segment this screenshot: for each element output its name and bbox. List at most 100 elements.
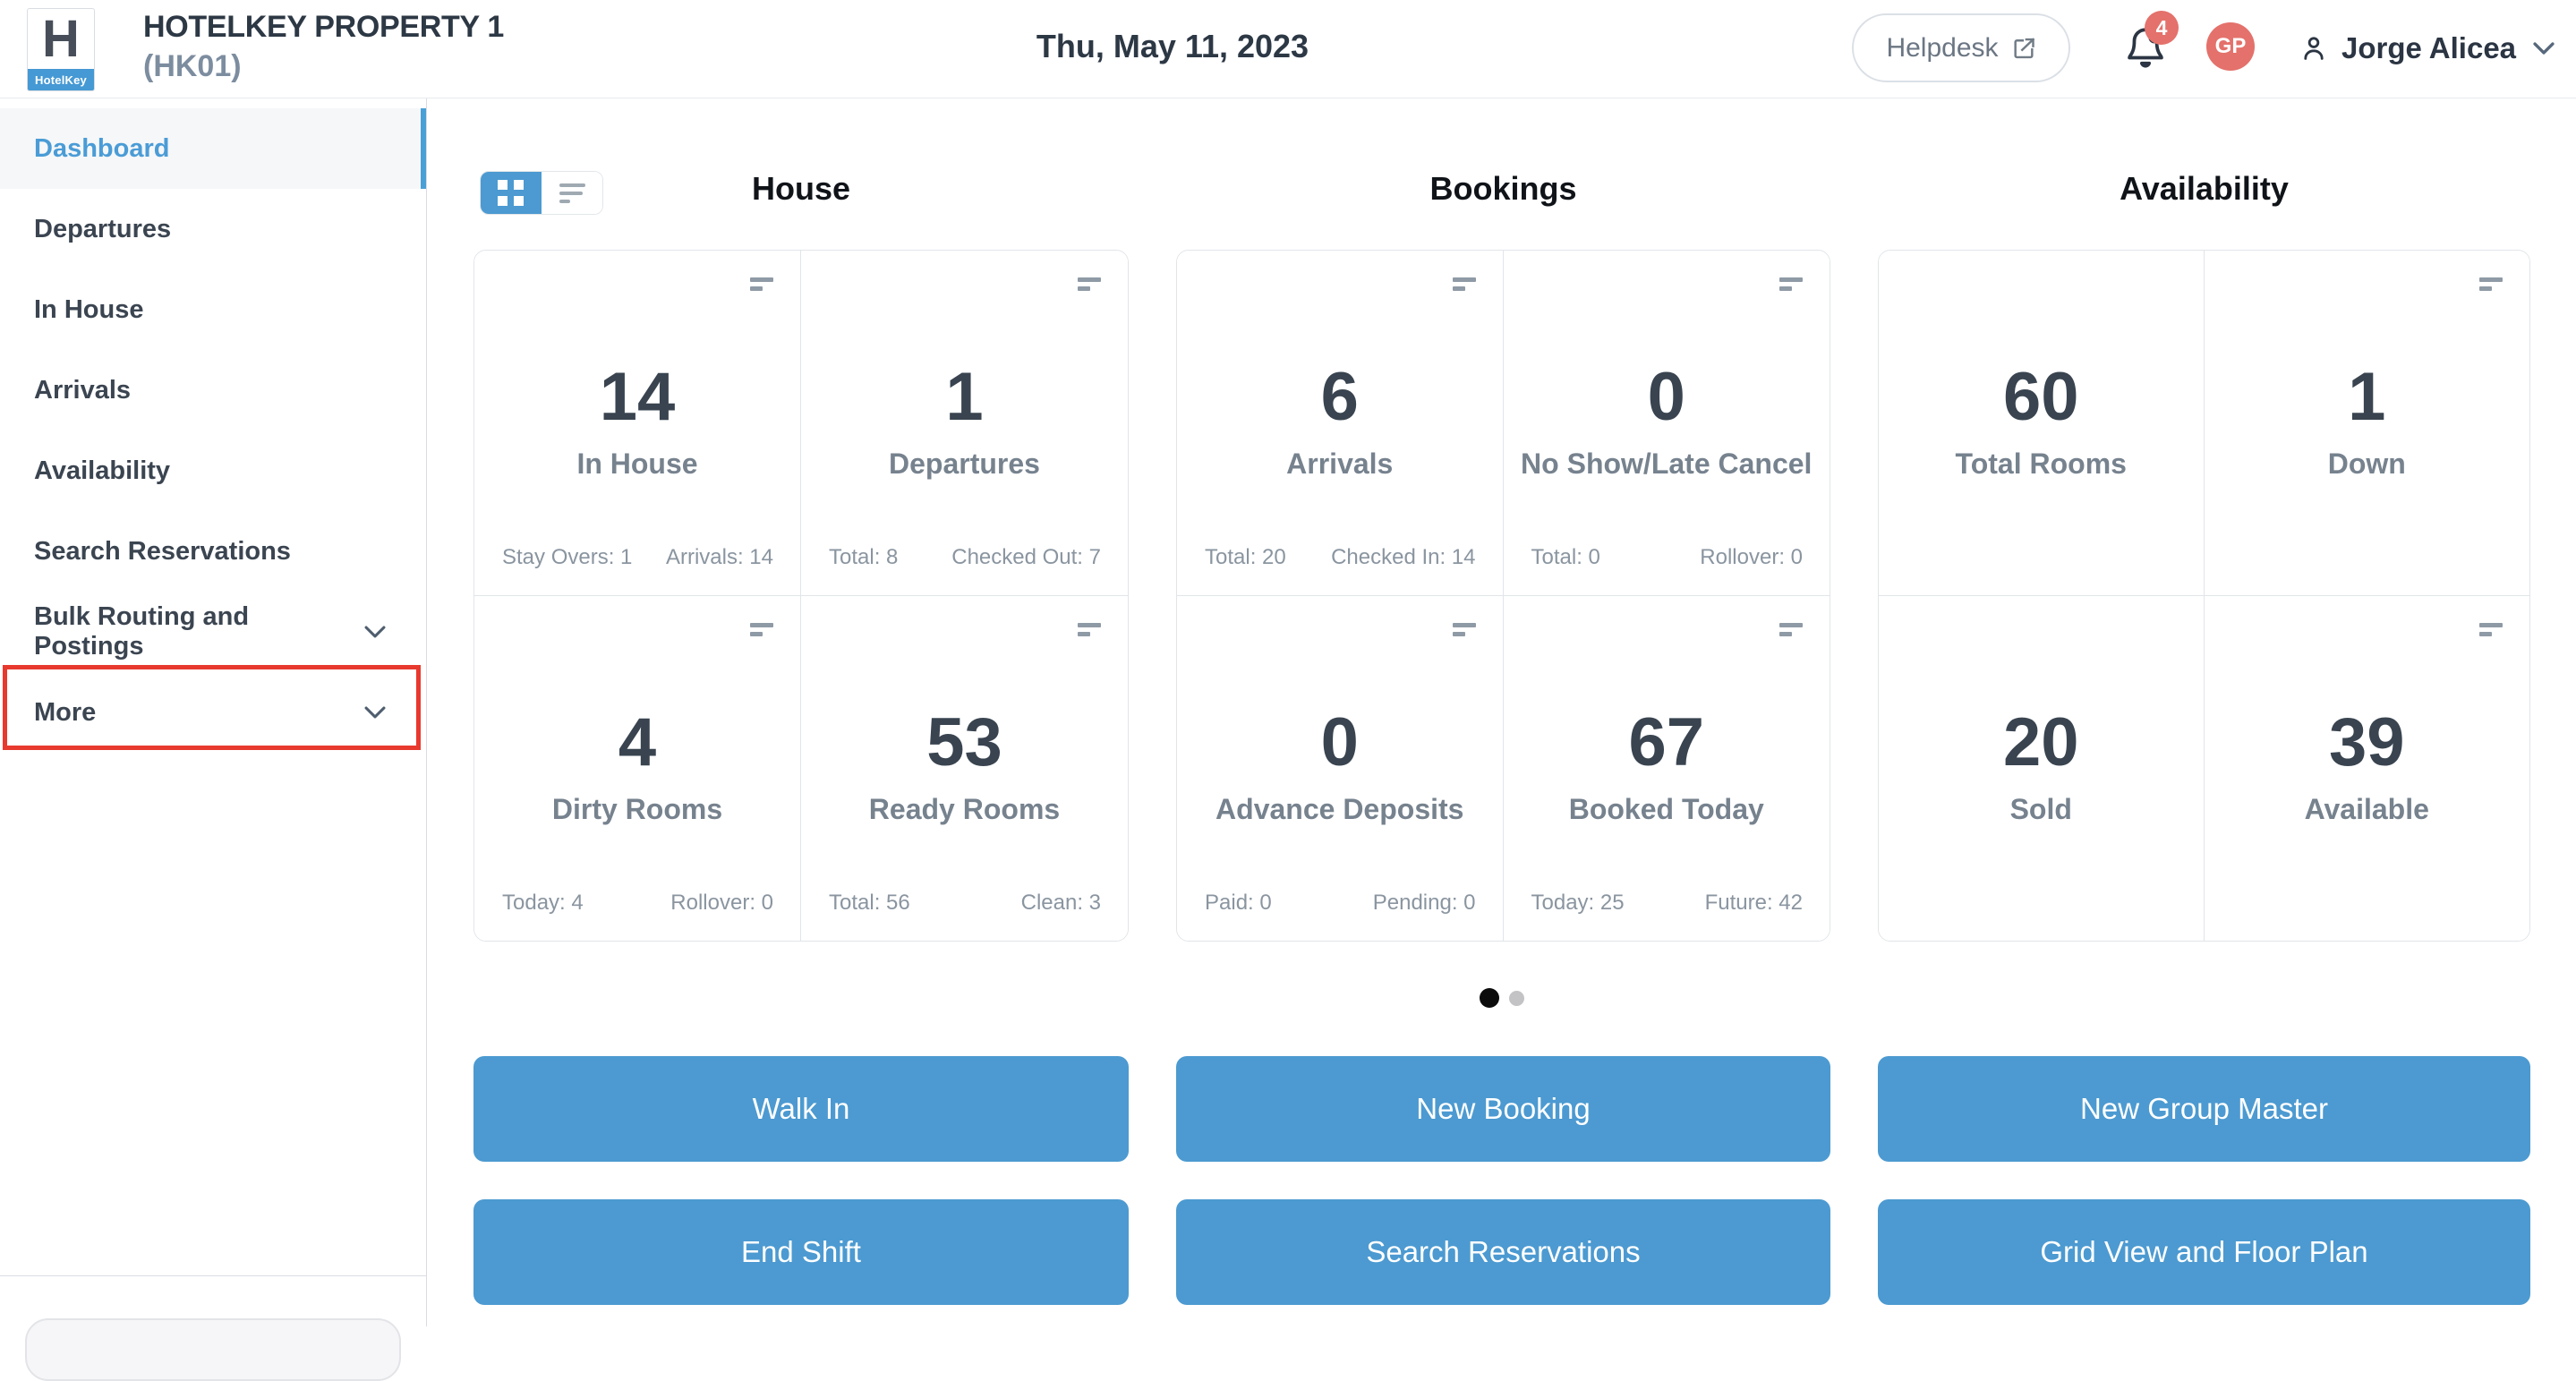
- new-group-master-button[interactable]: New Group Master: [1878, 1056, 2530, 1162]
- quick-actions: Walk In New Booking New Group Master End…: [473, 1056, 2530, 1305]
- stat-label: Sold: [2009, 792, 2072, 825]
- stat-label: Arrivals: [1286, 448, 1394, 480]
- sidebar-item-bulk-routing[interactable]: Bulk Routing and Postings: [0, 592, 426, 672]
- stat-footer-right: Future: 42: [1704, 891, 1803, 915]
- stat-footer-left: Total: 0: [1531, 544, 1600, 569]
- stat-label: Available: [2304, 792, 2429, 825]
- grid-view-button[interactable]: [481, 172, 542, 214]
- carousel-pagination: [427, 988, 2576, 1008]
- stat-value: 0: [1320, 703, 1359, 780]
- stat-value: 20: [2002, 703, 2079, 780]
- section-title-bookings: Bookings: [1429, 170, 1577, 207]
- stat-card-arrivals[interactable]: 6 Arrivals Total: 20 Checked In: 14: [1177, 251, 1504, 596]
- pagination-dot-active[interactable]: [1479, 988, 1499, 1008]
- notifications-button[interactable]: 4: [2123, 11, 2179, 79]
- card-menu-icon[interactable]: [1078, 622, 1101, 636]
- sidebar-item-label: Arrivals: [34, 375, 132, 405]
- hotelkey-logo: H HotelKey: [27, 8, 95, 91]
- stat-footer-right: Clean: 3: [1020, 891, 1101, 915]
- stat-card-in-house[interactable]: 14 In House Stay Overs: 1 Arrivals: 14: [474, 251, 801, 596]
- house-section: 14 In House Stay Overs: 1 Arrivals: 14 1…: [473, 250, 1129, 942]
- stat-value: 4: [618, 703, 657, 780]
- sidebar-item-label: More: [34, 697, 97, 727]
- person-icon: [2304, 37, 2324, 60]
- stat-footer-right: Checked In: 14: [1331, 544, 1476, 569]
- sidebar-item-search-reservations[interactable]: Search Reservations: [0, 511, 426, 592]
- section-title-house: House: [751, 170, 851, 207]
- card-menu-icon[interactable]: [750, 277, 773, 291]
- sidebar-item-availability[interactable]: Availability: [0, 430, 426, 511]
- sidebar-item-label: Availability: [34, 456, 171, 485]
- sidebar-item-label: Departures: [34, 214, 172, 243]
- business-date: Thu, May 11, 2023: [1036, 28, 1309, 64]
- stat-footer-left: Stay Overs: 1: [502, 544, 633, 569]
- card-menu-icon[interactable]: [1078, 277, 1101, 291]
- stat-card-advance-deposits[interactable]: 0 Advance Deposits Paid: 0 Pending: 0: [1177, 595, 1504, 941]
- property-code: (HK01): [143, 49, 242, 83]
- end-shift-button[interactable]: End Shift: [473, 1199, 1129, 1305]
- stat-label: No Show/Late Cancel: [1521, 448, 1813, 480]
- sidebar-item-departures[interactable]: Departures: [0, 189, 426, 269]
- stat-value: 1: [2348, 359, 2386, 435]
- sidebar-item-label: Dashboard: [34, 133, 170, 163]
- sidebar-divider: [0, 1275, 426, 1276]
- card-menu-icon[interactable]: [1779, 277, 1803, 291]
- sidebar-item-arrivals[interactable]: Arrivals: [0, 350, 426, 430]
- grid-view-floor-plan-button[interactable]: Grid View and Floor Plan: [1878, 1199, 2530, 1305]
- notification-count-badge: 4: [2145, 11, 2179, 45]
- top-header: H HotelKey HOTELKEY PROPERTY 1 (HK01) Th…: [0, 0, 2576, 98]
- sidebar-item-in-house[interactable]: In House: [0, 269, 426, 350]
- helpdesk-button[interactable]: Helpdesk: [1852, 13, 2070, 82]
- stat-card-total-rooms[interactable]: 60 Total Rooms: [1879, 251, 2205, 596]
- stat-card-dirty-rooms[interactable]: 4 Dirty Rooms Today: 4 Rollover: 0: [474, 595, 801, 941]
- stat-value: 67: [1628, 703, 1705, 780]
- view-toggle: [480, 171, 603, 215]
- sidebar-item-more[interactable]: More: [0, 672, 426, 753]
- sidebar-item-label: Search Reservations: [34, 536, 291, 566]
- stat-footer-right: Pending: 0: [1372, 891, 1476, 915]
- card-menu-icon[interactable]: [1452, 622, 1476, 636]
- card-menu-icon[interactable]: [1779, 622, 1803, 636]
- stat-footer-left: Total: 56: [829, 891, 910, 915]
- grid-icon: [498, 180, 525, 206]
- card-menu-icon[interactable]: [750, 622, 773, 636]
- stat-label: Down: [2327, 448, 2406, 480]
- sidebar-item-label: In House: [34, 294, 144, 324]
- stat-footer-right: Arrivals: 14: [665, 544, 773, 569]
- stat-card-booked-today[interactable]: 67 Booked Today Today: 25 Future: 42: [1503, 595, 1830, 941]
- list-view-button[interactable]: [541, 172, 602, 214]
- card-menu-icon[interactable]: [1452, 277, 1476, 291]
- stat-card-ready-rooms[interactable]: 53 Ready Rooms Total: 56 Clean: 3: [801, 595, 1128, 941]
- stat-footer-left: Total: 20: [1205, 544, 1286, 569]
- card-menu-icon[interactable]: [2479, 622, 2503, 636]
- search-reservations-button[interactable]: Search Reservations: [1176, 1199, 1830, 1305]
- external-link-icon: [2011, 36, 2036, 61]
- section-title-availability: Availability: [2120, 170, 2289, 207]
- stat-card-down[interactable]: 1 Down: [2204, 251, 2529, 596]
- stat-card-no-show[interactable]: 0 No Show/Late Cancel Total: 0 Rollover:…: [1503, 251, 1830, 596]
- avatar[interactable]: GP: [2206, 22, 2255, 71]
- stat-footer-left: Paid: 0: [1205, 891, 1272, 915]
- stat-label: Booked Today: [1568, 792, 1764, 825]
- sidebar-item-dashboard[interactable]: Dashboard: [0, 108, 426, 189]
- chevron-down-icon: [2533, 42, 2555, 55]
- stat-card-sold[interactable]: 20 Sold: [1879, 595, 2205, 941]
- walk-in-button[interactable]: Walk In: [473, 1056, 1129, 1162]
- chevron-down-icon: [364, 626, 386, 638]
- card-menu-icon[interactable]: [2479, 277, 2503, 291]
- stat-label: Dirty Rooms: [551, 792, 723, 825]
- stat-label: Total Rooms: [1955, 448, 2127, 480]
- sidebar: Dashboard Departures In House Arrivals A…: [0, 98, 427, 1381]
- new-booking-button[interactable]: New Booking: [1176, 1056, 1830, 1162]
- stat-card-available[interactable]: 39 Available: [2204, 595, 2529, 941]
- sidebar-bottom-button[interactable]: [25, 1318, 401, 1381]
- stat-value: 14: [599, 359, 676, 435]
- stat-card-departures[interactable]: 1 Departures Total: 8 Checked Out: 7: [801, 251, 1128, 596]
- stat-value: 39: [2328, 703, 2405, 780]
- stat-footer-left: Total: 8: [829, 544, 899, 569]
- pagination-dot[interactable]: [1508, 990, 1524, 1006]
- stat-value: 60: [2002, 359, 2079, 435]
- stat-footer-left: Today: 4: [502, 891, 584, 915]
- user-menu[interactable]: Jorge Alicea: [2299, 25, 2559, 72]
- stat-footer-right: Checked Out: 7: [951, 544, 1101, 569]
